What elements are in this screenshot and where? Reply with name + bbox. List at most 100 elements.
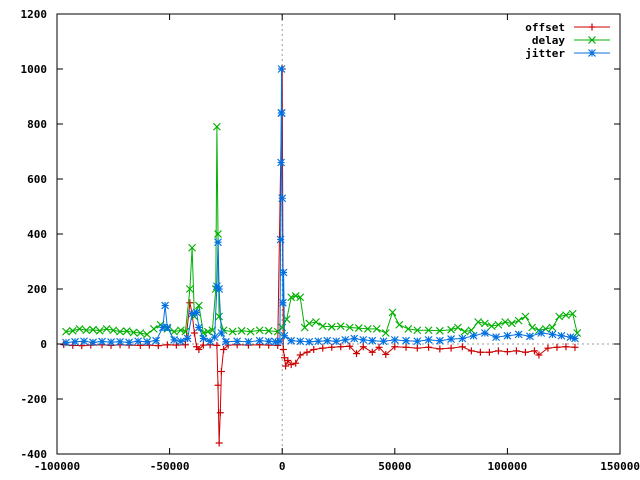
data-point-delay <box>480 319 489 328</box>
data-point-offset <box>359 343 367 351</box>
data-point-delay <box>521 312 530 321</box>
series-line-offset <box>63 68 576 444</box>
data-point-offset <box>217 368 225 375</box>
data-point-jitter <box>571 334 579 343</box>
data-point-offset <box>279 346 287 353</box>
data-point-offset <box>186 299 194 307</box>
data-point-delay <box>95 326 104 335</box>
data-point-offset <box>163 341 171 349</box>
data-point-delay <box>203 327 212 336</box>
data-point-delay <box>82 326 91 335</box>
data-point-delay <box>170 327 179 336</box>
data-point-jitter <box>183 334 192 343</box>
data-point-offset <box>282 362 290 370</box>
plot-frame <box>56 13 621 455</box>
data-point-jitter <box>287 336 296 345</box>
data-point-offset <box>571 343 579 351</box>
data-point-delay <box>116 327 124 336</box>
data-point-delay <box>388 308 397 317</box>
data-point-delay <box>143 330 152 339</box>
data-point-delay <box>514 316 523 325</box>
data-point-jitter <box>402 336 410 345</box>
data-point-jitter <box>514 330 523 339</box>
data-point-delay <box>460 327 469 336</box>
data-point-delay <box>246 327 255 336</box>
legend-marker-delay <box>588 36 596 44</box>
data-point-offset <box>337 343 345 351</box>
data-point-jitter <box>134 337 142 346</box>
data-point-jitter <box>176 337 185 346</box>
data-point-delay <box>327 323 336 331</box>
legend-label-delay: delay <box>532 34 565 47</box>
data-point-delay <box>381 329 390 337</box>
data-point-delay <box>305 319 314 328</box>
data-point-delay <box>255 326 264 335</box>
data-point-jitter <box>332 337 341 346</box>
data-point-delay <box>435 326 444 335</box>
data-point-offset <box>425 343 433 351</box>
data-point-offset <box>467 347 475 355</box>
data-point-offset <box>375 343 383 351</box>
data-point-offset <box>512 347 520 355</box>
data-point-delay <box>318 322 327 331</box>
legend-marker-offset <box>588 23 596 31</box>
data-point-jitter <box>264 337 273 346</box>
data-point-jitter <box>71 337 79 346</box>
data-point-offset <box>353 350 361 358</box>
data-point-jitter <box>469 331 478 340</box>
data-point-jitter <box>277 65 286 73</box>
data-point-offset <box>181 341 189 349</box>
data-point-jitter <box>62 338 70 347</box>
data-point-offset <box>213 341 221 349</box>
data-point-delay <box>129 328 138 337</box>
data-point-jitter <box>323 336 332 345</box>
series-line-jitter <box>65 68 576 344</box>
series-offset <box>60 65 579 447</box>
data-point-jitter <box>413 337 422 346</box>
data-point-offset <box>220 346 228 353</box>
data-point-delay <box>89 325 97 334</box>
data-point-offset <box>458 343 466 351</box>
data-point-offset <box>69 341 77 349</box>
y-tick-label: 0 <box>40 338 47 351</box>
data-point-jitter <box>480 329 489 337</box>
data-point-jitter <box>98 337 106 346</box>
data-point-jitter <box>194 323 203 332</box>
data-point-delay <box>185 285 194 293</box>
data-point-delay <box>194 301 203 310</box>
x-tick-label: 100000 <box>488 460 528 473</box>
data-point-jitter <box>278 298 287 307</box>
data-point-offset <box>521 348 529 356</box>
data-point-offset <box>391 343 399 351</box>
data-point-delay <box>447 325 456 334</box>
data-point-offset <box>436 345 444 353</box>
data-point-jitter <box>379 337 388 346</box>
data-point-delay <box>487 322 496 331</box>
data-point-delay <box>501 318 510 326</box>
series-delay <box>62 122 582 339</box>
data-point-jitter <box>458 334 467 343</box>
data-point-delay <box>555 312 564 321</box>
data-point-jitter <box>217 329 226 337</box>
data-point-offset <box>195 346 203 353</box>
data-point-jitter <box>305 337 314 346</box>
data-point-offset <box>494 347 502 355</box>
data-point-offset <box>535 351 543 359</box>
x-tick-label: -100000 <box>34 460 80 473</box>
data-point-jitter <box>221 337 230 346</box>
zero-axis-lines <box>57 14 620 454</box>
data-point-jitter <box>233 337 242 346</box>
data-point-offset <box>485 348 493 356</box>
data-point-jitter <box>89 338 97 347</box>
data-point-offset <box>413 344 421 352</box>
y-tick-label: 600 <box>27 173 47 186</box>
data-point-delay <box>176 326 185 335</box>
data-point-jitter <box>492 333 501 342</box>
data-point-offset <box>503 348 511 356</box>
data-point-offset <box>382 350 390 358</box>
data-point-jitter <box>277 158 285 167</box>
data-point-delay <box>568 309 577 318</box>
data-point-jitter <box>116 337 124 346</box>
